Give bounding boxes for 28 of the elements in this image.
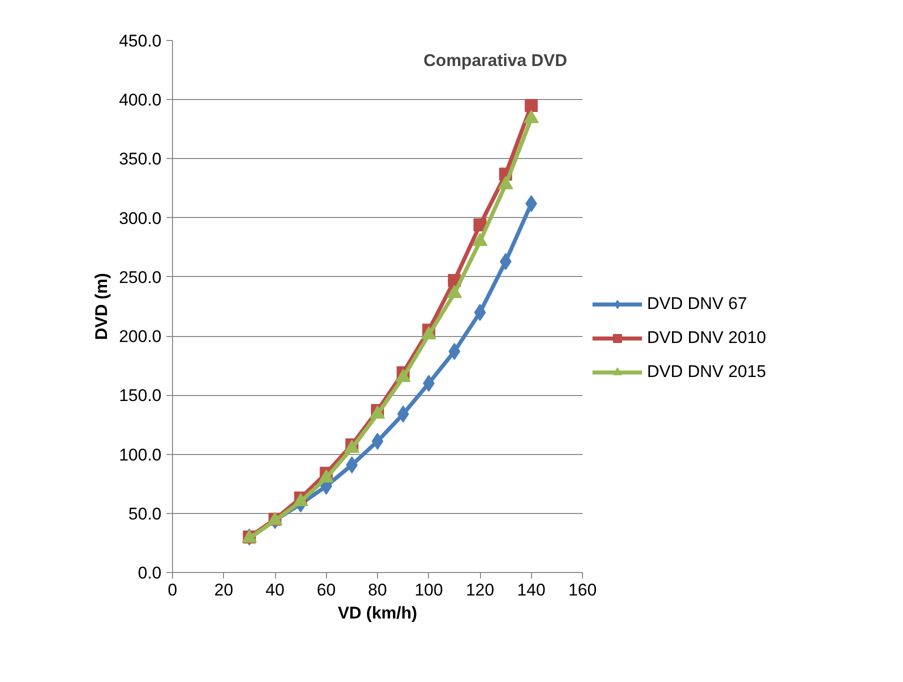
legend-label: DVD DNV 2015 bbox=[647, 362, 766, 382]
x-tick-label: 140 bbox=[517, 580, 546, 600]
y-tick-label: 300.0 bbox=[118, 208, 162, 228]
y-tick-label: 50.0 bbox=[128, 504, 162, 524]
x-tick-label: 40 bbox=[266, 580, 284, 600]
x-tick-label: 80 bbox=[368, 580, 387, 600]
x-tick-label: 120 bbox=[466, 580, 494, 600]
x-tick-label: 100 bbox=[414, 580, 443, 600]
point bbox=[524, 99, 538, 112]
x-axis-title: VD (km/h) bbox=[338, 604, 418, 622]
point bbox=[422, 374, 435, 392]
point bbox=[525, 195, 538, 212]
y-tick-label: 100.0 bbox=[118, 445, 162, 464]
y-tick-label: 450.0 bbox=[118, 32, 162, 50]
x-tick-label: 0 bbox=[168, 580, 178, 600]
text: Comparativa DVD bbox=[424, 51, 568, 70]
x-tick-label: 60 bbox=[316, 580, 336, 600]
x-tick-label: 20 bbox=[214, 580, 234, 600]
y-tick-label: 250.0 bbox=[118, 268, 162, 287]
y-tick-label: 200.0 bbox=[118, 327, 162, 346]
y-axis-title: DVD (m) bbox=[92, 272, 111, 340]
x-tick-label: 160 bbox=[568, 580, 597, 600]
y-tick-label: 150.0 bbox=[118, 386, 162, 406]
legend-label: DVD DNV 2010 bbox=[647, 328, 766, 348]
legend-label: DVD DNV 67 bbox=[647, 294, 748, 314]
y-tick-label: 350.0 bbox=[118, 150, 162, 169]
y-tick-label: 0.0 bbox=[138, 564, 162, 582]
y-tick-label: 400.0 bbox=[118, 90, 162, 110]
